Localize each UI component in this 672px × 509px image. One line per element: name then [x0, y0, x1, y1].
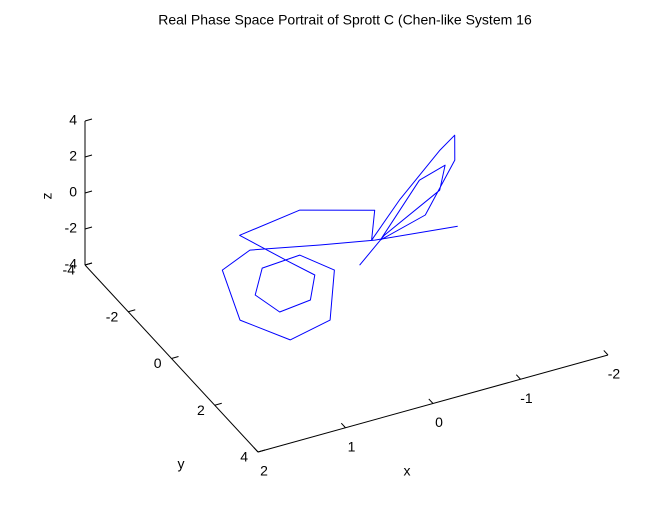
z-tick: [84, 190, 93, 194]
x-tick-label: 1: [348, 438, 356, 454]
x-tick: [340, 422, 346, 429]
z-tick: [84, 262, 93, 266]
y-tick: [171, 356, 179, 359]
x-tick-label: 2: [260, 463, 268, 479]
z-tick-label: 0: [69, 184, 77, 200]
y-tick-label: -2: [106, 308, 119, 324]
y-tick-label: -4: [63, 262, 76, 278]
x-tick: [515, 374, 521, 380]
x-tick: [603, 350, 609, 356]
y-tick: [214, 402, 222, 406]
z-axis-label: z: [39, 193, 55, 200]
y-axis-label: y: [178, 456, 185, 472]
y-tick-label: 4: [240, 449, 248, 465]
z-tick-label: -4: [65, 256, 78, 272]
z-tick-label: 2: [69, 148, 77, 164]
y-tick: [128, 309, 136, 313]
z-tick-label: -2: [65, 220, 78, 236]
z-tick: [84, 154, 93, 158]
chart-title: Real Phase Space Portrait of Sprott C (C…: [158, 12, 532, 28]
y-tick-label: 0: [154, 355, 162, 371]
z-tick-label: 4: [69, 112, 77, 128]
trajectory: [221, 134, 458, 341]
x-axis-label: x: [404, 463, 411, 479]
y-tick: [257, 449, 266, 453]
x-tick-label: -2: [608, 366, 621, 382]
x-tick: [253, 447, 259, 453]
y-tick-label: 2: [197, 402, 205, 418]
x-tick-label: 0: [435, 414, 443, 430]
z-tick: [84, 118, 93, 122]
x-tick: [428, 398, 434, 404]
z-tick: [84, 226, 93, 230]
x-tick-label: -1: [520, 390, 533, 406]
